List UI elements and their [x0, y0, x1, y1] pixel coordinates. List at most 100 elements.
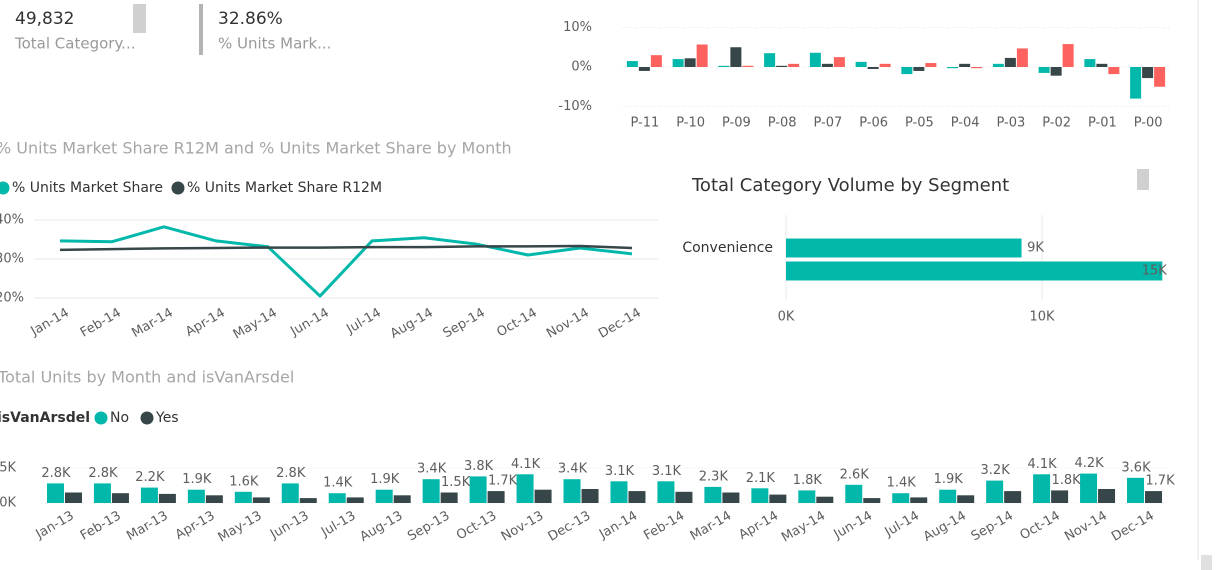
bar [158, 493, 176, 503]
data-label: 3.2K [981, 463, 1011, 478]
x-tick-label: Jun-14 [287, 306, 331, 340]
bar [469, 476, 487, 503]
data-label: 1.7K [488, 474, 518, 489]
bar [798, 490, 816, 503]
legend-swatch [140, 411, 154, 425]
x-tick-label: P-10 [676, 116, 705, 131]
bar [281, 483, 299, 503]
legend-swatch [171, 181, 185, 195]
bar [947, 67, 959, 69]
bar [786, 261, 1163, 281]
card-scroll [133, 4, 146, 33]
bar [610, 481, 628, 503]
bar [855, 61, 867, 67]
x-tick-label: Oct-14 [1017, 509, 1062, 544]
bar [1080, 473, 1098, 503]
bar [925, 63, 937, 67]
bar [140, 487, 158, 503]
bar [626, 61, 638, 67]
x-tick-label: Jul-14 [343, 306, 383, 338]
legend-label: % Units Market Share R12M [187, 180, 382, 196]
data-label: 1.6K [229, 474, 259, 489]
data-label: 3.1K [652, 464, 682, 479]
bar [986, 480, 1004, 503]
x-tick-label: Sep-14 [441, 306, 488, 342]
bar [788, 63, 800, 67]
bar [187, 489, 205, 503]
bar [833, 57, 845, 67]
data-label: 2.3K [699, 469, 729, 484]
x-tick-label: P-08 [768, 116, 797, 131]
bar [393, 495, 411, 503]
x-tick-label: Apr-14 [736, 509, 781, 543]
bar [657, 481, 675, 503]
x-tick-label: Jul-14 [882, 509, 922, 541]
bar [440, 492, 458, 503]
y-tick-label: -10% [558, 99, 592, 114]
bar [1154, 67, 1166, 87]
bar [704, 486, 722, 503]
bar [1130, 67, 1142, 99]
bar [1096, 63, 1108, 67]
x-tick-label: Dec-13 [546, 509, 594, 545]
bar [1033, 474, 1051, 503]
x-tick-label: Jan-14 [28, 306, 72, 340]
bar [718, 65, 730, 67]
bar [764, 53, 776, 67]
data-label: 9K [1027, 241, 1044, 256]
bar [93, 483, 111, 503]
legend-swatch [0, 181, 10, 195]
x-tick-label: P-02 [1042, 116, 1071, 131]
bar [821, 63, 833, 67]
bar [422, 479, 440, 503]
x-tick-label: Nov-13 [499, 509, 547, 545]
x-tick-label: Jul-13 [318, 509, 358, 541]
x-tick-label: Apr-13 [173, 509, 218, 543]
x-tick-label: Dec-14 [596, 306, 644, 342]
bar [939, 489, 957, 503]
x-tick-label: P-06 [859, 116, 888, 131]
x-tick-label: P-01 [1088, 116, 1117, 131]
y-tick-label: 0K [0, 496, 16, 511]
bar [487, 491, 505, 503]
bar [863, 498, 881, 503]
bar [769, 494, 787, 503]
x-tick-label: May-14 [779, 509, 828, 546]
data-label: 3.6K [1121, 460, 1151, 475]
scrollbar-thumb[interactable] [1201, 555, 1212, 570]
bar [1004, 57, 1016, 67]
line [59, 225, 633, 298]
bar [867, 67, 879, 69]
bar [696, 44, 708, 67]
x-tick-label: Apr-14 [183, 306, 228, 340]
bar [328, 493, 346, 503]
data-label: 1.9K [182, 472, 212, 487]
data-label: 2.8K [276, 466, 306, 481]
bar [638, 67, 650, 71]
x-tick-label: Jan-14 [596, 509, 640, 543]
card-label: Total Category... [14, 35, 135, 53]
data-label: 4.1K [1028, 457, 1058, 472]
bar [776, 65, 788, 67]
data-label: 2.2K [135, 470, 165, 485]
bar [1108, 67, 1120, 75]
bar [992, 63, 1004, 67]
bar [516, 474, 534, 503]
x-tick-label: Nov-14 [544, 306, 592, 342]
data-label: 1.5K [441, 475, 471, 490]
data-label: 1.8K [793, 473, 823, 488]
bar [375, 489, 393, 503]
bar [722, 492, 740, 503]
x-tick-label: Mar-13 [124, 509, 170, 544]
data-label: 1.9K [370, 472, 400, 487]
bar [1050, 67, 1062, 76]
data-label: 2.1K [746, 471, 776, 486]
x-tick-label: P-05 [905, 116, 934, 131]
x-tick-label: Jun-13 [267, 509, 311, 543]
bar [581, 489, 599, 503]
data-label: 2.8K [41, 466, 71, 481]
bar [346, 497, 364, 503]
bar [46, 483, 64, 503]
x-tick-label: Oct-13 [454, 509, 499, 544]
bar [1062, 44, 1074, 67]
